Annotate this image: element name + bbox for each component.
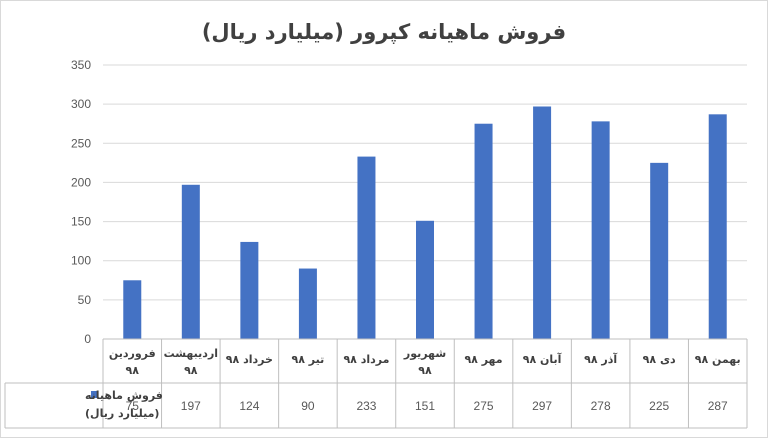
category-label: خرداد ۹۸ — [226, 353, 273, 366]
y-tick-label: 50 — [78, 293, 92, 307]
bar-7 — [474, 123, 493, 339]
table-value-9: 278 — [591, 399, 611, 413]
y-tick-label: 0 — [84, 332, 91, 346]
legend-swatch — [91, 391, 98, 398]
bar-10 — [650, 162, 669, 339]
category-label: آذر ۹۸ — [584, 352, 617, 366]
bar-2 — [181, 184, 200, 339]
y-tick-label: 300 — [71, 97, 91, 111]
y-axis: 0 50 100 150 200 250 300 350 — [71, 58, 91, 346]
category-label: آبان ۹۸ — [523, 352, 562, 366]
legend-label: فروش ماهیانه (میلیارد ریال) — [85, 389, 163, 420]
bar-series — [123, 106, 727, 340]
table-value-11: 287 — [708, 399, 728, 413]
y-tick-label: 150 — [71, 215, 91, 229]
data-table: فروردین ۹۸ اردیبهشت ۹۸ خرداد ۹۸ تیر ۹۸ مرداد ۹… — [4, 338, 748, 429]
table-value-3: 124 — [239, 399, 259, 413]
table-value-4: 90 — [301, 399, 315, 413]
y-tick-label: 200 — [71, 175, 91, 189]
bar-3 — [240, 241, 259, 339]
bar-6 — [416, 220, 434, 339]
bar-8 — [533, 106, 552, 340]
category-label: مرداد ۹۸ — [343, 353, 389, 366]
table-value-8: 297 — [532, 399, 552, 413]
category-label: تیر ۹۸ — [292, 353, 325, 366]
bar-4 — [298, 268, 317, 339]
bar-1 — [123, 280, 142, 339]
y-tick-label: 350 — [71, 58, 91, 72]
y-tick-label: 250 — [71, 136, 91, 150]
category-label: اردیبهشت ۹۸ — [164, 347, 218, 377]
table-value-1: 75 — [126, 399, 140, 413]
y-tick-label: 100 — [71, 254, 91, 268]
table-value-2: 197 — [181, 399, 201, 413]
category-label: فروردین ۹۸ — [109, 347, 156, 377]
chart-title: فروش ماهیانه کپرور (میلیارد ریال) — [202, 20, 566, 44]
category-label: مهر ۹۸ — [464, 353, 502, 366]
bar-9 — [591, 121, 610, 339]
table-value-7: 275 — [474, 399, 494, 413]
category-label: بهمن ۹۸ — [695, 353, 741, 366]
category-label: دی ۹۸ — [643, 353, 676, 366]
table-value-10: 225 — [649, 399, 669, 413]
table-value-6: 151 — [415, 399, 435, 413]
category-label: شهریور ۹۸ — [403, 347, 446, 377]
bar-11 — [708, 114, 727, 339]
bar-5 — [357, 156, 376, 339]
legend: فروش ماهیانه (میلیارد ریال) — [85, 389, 163, 420]
table-value-5: 233 — [356, 399, 376, 413]
